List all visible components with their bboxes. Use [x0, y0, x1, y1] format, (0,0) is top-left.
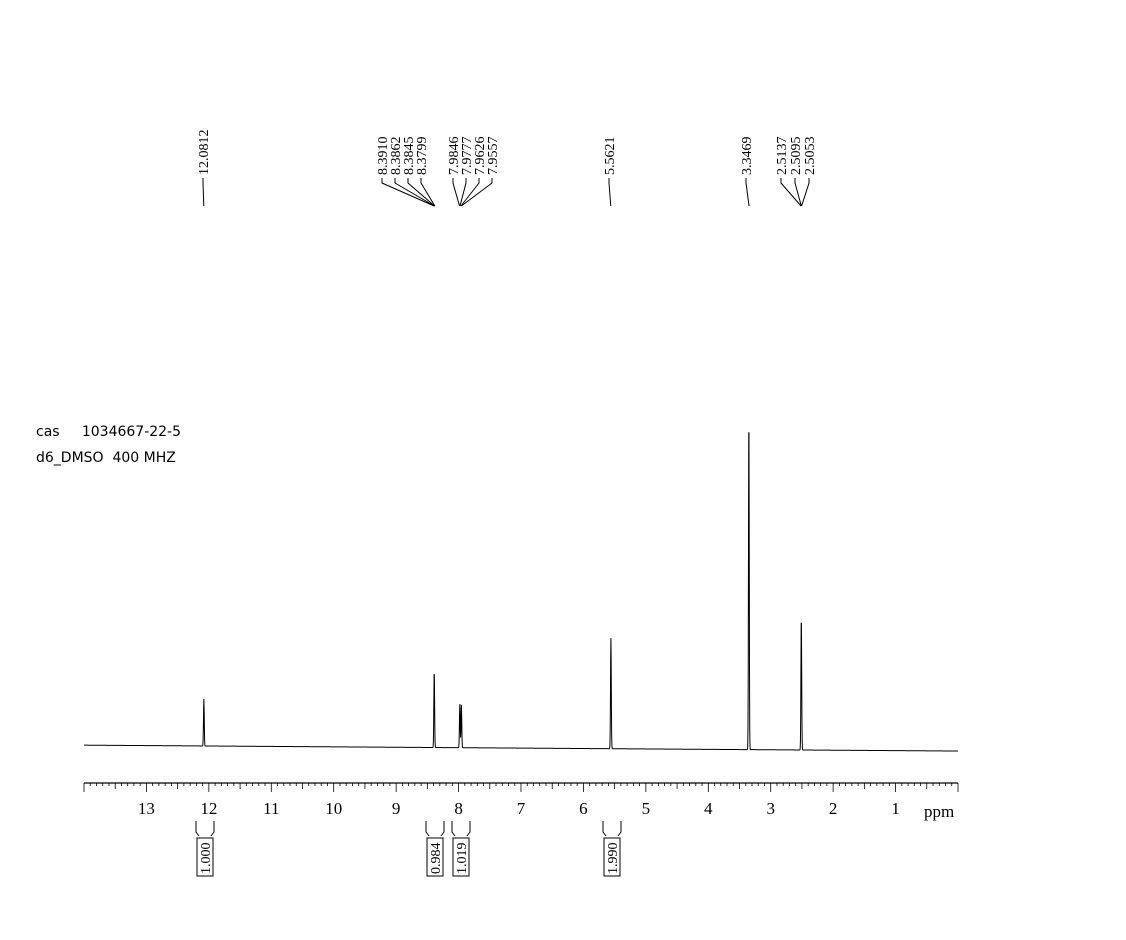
peak-label-leader: [452, 178, 461, 207]
integral-marker: 1.990: [602, 821, 622, 877]
peak-label-leader: [460, 178, 480, 207]
ppm-axis: 13 12 11 10 9 8 7 6 5 4 3 2 1 ppm: [83, 782, 959, 821]
spectrum-line: [84, 432, 958, 752]
integral-marker: 0.984: [425, 821, 445, 877]
peak-label-leader: [407, 178, 435, 207]
cas-number: 1034667-22-5: [81, 424, 182, 440]
peak-label: 7.9777: [460, 137, 475, 176]
tick-label: 5: [642, 799, 651, 818]
tick-label: 1: [891, 799, 900, 818]
tick-label: 11: [263, 799, 279, 818]
peak-label: 7.9626: [473, 137, 488, 176]
peak-label: 2.5053: [803, 137, 818, 176]
spectrum-trace-layer: [84, 432, 958, 752]
integral-value: 0.984: [429, 843, 444, 875]
peak-label: 7.9846: [447, 137, 462, 176]
tick-label: 2: [829, 799, 838, 818]
peak-label: 8.3799: [415, 137, 430, 176]
peak-label-leader: [461, 178, 493, 207]
tick-label: 13: [138, 799, 155, 818]
integral-layer: 1.000 0.984 1.019 1.990: [195, 821, 622, 877]
integral-marker: 1.000: [195, 821, 215, 877]
peak-label-leader: [608, 178, 612, 207]
tick-label: 12: [200, 799, 217, 818]
sample-cas-line: cas 1034667-22-5: [36, 424, 181, 440]
peak-label: 2.5095: [789, 137, 804, 176]
peak-label-leader: [459, 178, 467, 207]
peak-label: 8.3862: [389, 137, 404, 176]
integral-marker: 1.019: [451, 821, 471, 877]
tick-label: 4: [704, 799, 713, 818]
peak-label: 12.0812: [197, 130, 212, 176]
tick-label: 10: [325, 799, 342, 818]
tick-label: 9: [392, 799, 401, 818]
peak-label-leader: [794, 178, 802, 207]
tick-label: 3: [766, 799, 775, 818]
solvent-frequency: d6_DMSO 400 MHZ: [36, 450, 176, 466]
tick-label: 8: [454, 799, 463, 818]
integral-value: 1.990: [606, 843, 621, 875]
tick-label: 7: [517, 799, 526, 818]
peak-label: 5.5621: [603, 137, 618, 176]
peak-label: 7.9557: [486, 137, 501, 176]
peak-label-leader: [381, 178, 435, 207]
peak-label-leader: [202, 178, 205, 207]
integral-value: 1.000: [199, 843, 214, 875]
peak-label-leader: [780, 178, 802, 207]
peak-label: 3.3469: [740, 137, 755, 176]
peak-label-leader: [745, 178, 750, 207]
peak-label-leader: [394, 178, 435, 207]
peak-label-leader: [420, 178, 436, 207]
peak-label: 8.3845: [402, 137, 417, 176]
peak-label: 2.5137: [775, 137, 790, 176]
x-axis-label: ppm: [924, 802, 954, 821]
tick-label: 6: [579, 799, 588, 818]
cas-label: cas: [36, 424, 60, 440]
peak-label: 8.3910: [376, 137, 391, 176]
integral-value: 1.019: [455, 843, 470, 875]
peak-label-leader: [801, 178, 810, 207]
